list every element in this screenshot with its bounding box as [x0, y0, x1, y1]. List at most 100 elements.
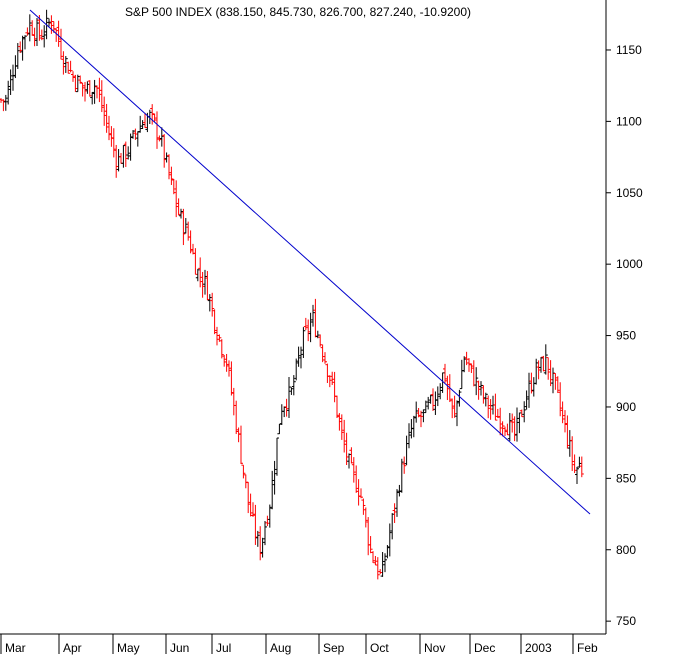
ohlc-bar: [325, 363, 330, 384]
ohlc-bar: [224, 353, 229, 372]
ohlc-bar: [61, 51, 66, 75]
ohlc-bar: [438, 383, 443, 400]
ohlc-bar: [63, 56, 68, 73]
ohlc-bar: [32, 27, 37, 47]
ohlc-bar: [179, 208, 183, 219]
ohlc-bar: [493, 393, 498, 421]
ohlc-bar: [474, 367, 479, 396]
y-tick-label: 850: [616, 471, 636, 485]
ohlc-bar: [87, 80, 92, 97]
ohlc-bar: [159, 127, 164, 147]
ohlc-bar: [318, 334, 323, 347]
y-tick-label: 1000: [616, 257, 643, 271]
ohlc-bar: [347, 453, 351, 469]
ohlc-bar: [536, 360, 541, 380]
ohlc-bar: [229, 361, 234, 396]
ohlc-bar: [275, 437, 279, 476]
ohlc-bar: [567, 430, 572, 457]
ohlc-bar: [279, 404, 284, 426]
ohlc-bar: [332, 371, 337, 403]
ohlc-bar: [188, 230, 193, 254]
ohlc-bar: [265, 515, 270, 527]
ohlc-bar: [42, 25, 47, 48]
ohlc-bar: [529, 372, 534, 394]
ohlc-bar: [390, 513, 395, 540]
ohlc-bar: [47, 18, 51, 27]
ohlc-bar: [483, 392, 488, 407]
ohlc-bar: [395, 489, 399, 517]
ohlc-bar: [282, 406, 287, 418]
ohlc-bar: [371, 551, 375, 563]
ohlc-bar: [128, 133, 133, 161]
ohlc-bar: [342, 419, 347, 453]
ohlc-bar: [469, 363, 474, 374]
ohlc-bar: [553, 372, 558, 390]
ohlc-bar: [306, 319, 311, 342]
ohlc-bar: [563, 410, 567, 433]
ohlc-bar: [171, 178, 176, 195]
ohlc-bar: [169, 166, 174, 185]
ohlc-bar: [423, 400, 428, 414]
ohlc-bar: [215, 326, 219, 346]
ohlc-bar: [287, 376, 291, 418]
ohlc-bar: [85, 81, 90, 94]
ohlc-bar: [296, 346, 301, 367]
ohlc-bar: [11, 64, 15, 91]
y-tick-label: 900: [616, 400, 636, 414]
ohlc-bar: [505, 423, 510, 436]
ohlc-bar: [195, 268, 200, 282]
ohlc-bar: [546, 357, 551, 380]
ohlc-bar: [212, 309, 217, 335]
ohlc-bar: [457, 389, 462, 407]
ohlc-bar: [109, 126, 114, 147]
ohlc-bar: [320, 344, 325, 363]
ohlc-bar: [251, 502, 255, 517]
ohlc-bar: [92, 79, 97, 104]
ohlc-bar: [203, 269, 207, 295]
ohlc-bar: [49, 15, 54, 34]
ohlc-bar: [217, 334, 222, 342]
x-tick-label: Oct: [370, 641, 389, 655]
ohlc-bar: [140, 120, 145, 129]
ohlc-bar: [431, 388, 435, 412]
ohlc-bar: [443, 363, 447, 383]
ohlc-bar: [495, 408, 500, 419]
ohlc-bar: [104, 103, 109, 133]
ohlc-bar: [462, 356, 467, 373]
ohlc-bar: [339, 414, 344, 440]
ohlc-bar: [579, 456, 584, 478]
ohlc-bar: [327, 375, 332, 388]
ohlc-bar: [255, 530, 260, 547]
ohlc-bar: [375, 557, 380, 580]
ohlc-bar: [363, 507, 368, 528]
y-tick-label: 1150: [616, 43, 642, 57]
ohlc-bar: [198, 257, 203, 288]
ohlc-bar: [176, 198, 181, 216]
ohlc-bar: [383, 553, 387, 573]
ohlc-bar: [551, 367, 555, 394]
ohlc-bar: [107, 115, 111, 141]
ohlc-bar: [75, 74, 80, 93]
x-tick-label: Nov: [424, 641, 445, 655]
ohlc-bar: [39, 29, 44, 41]
ohlc-bar: [270, 470, 275, 510]
ohlc-bar: [359, 488, 363, 499]
ohlc-bar: [517, 412, 522, 434]
ohlc-bar: [111, 128, 116, 158]
ohlc-bar: [143, 112, 147, 129]
ohlc-bar: [277, 423, 282, 435]
ohlc-bar: [23, 35, 27, 50]
ohlc-bar: [138, 115, 143, 133]
ohlc-bar: [565, 415, 570, 449]
ohlc-bar: [330, 371, 335, 385]
ohlc-bar: [378, 569, 383, 575]
ohlc-bar: [543, 344, 548, 375]
ohlc-bar: [181, 208, 186, 246]
ohlc-bar: [503, 426, 507, 437]
ohlc-bar: [68, 60, 73, 73]
ohlc-bar: [253, 504, 258, 545]
trendline: [29, 9, 591, 515]
ohlc-bar: [102, 96, 107, 126]
ohlc-bar: [481, 385, 486, 404]
ohlc-bar: [83, 81, 87, 102]
